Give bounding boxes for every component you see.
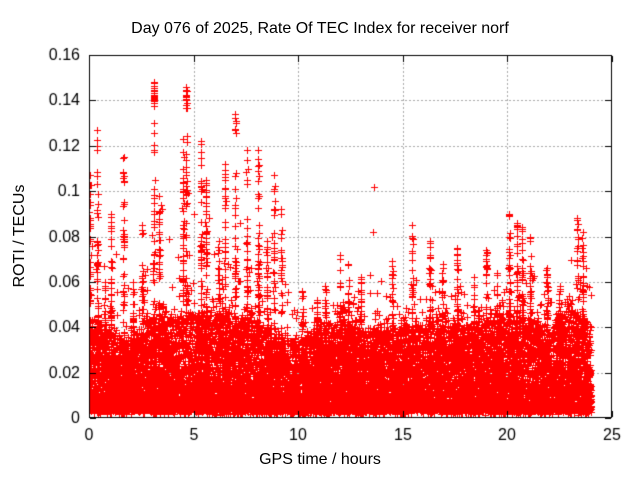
- x-axis-label: GPS time / hours: [259, 451, 381, 468]
- chart-title: Day 076 of 2025, Rate Of TEC Index for r…: [131, 20, 509, 37]
- y-axis-label: ROTI / TECUs: [11, 184, 28, 288]
